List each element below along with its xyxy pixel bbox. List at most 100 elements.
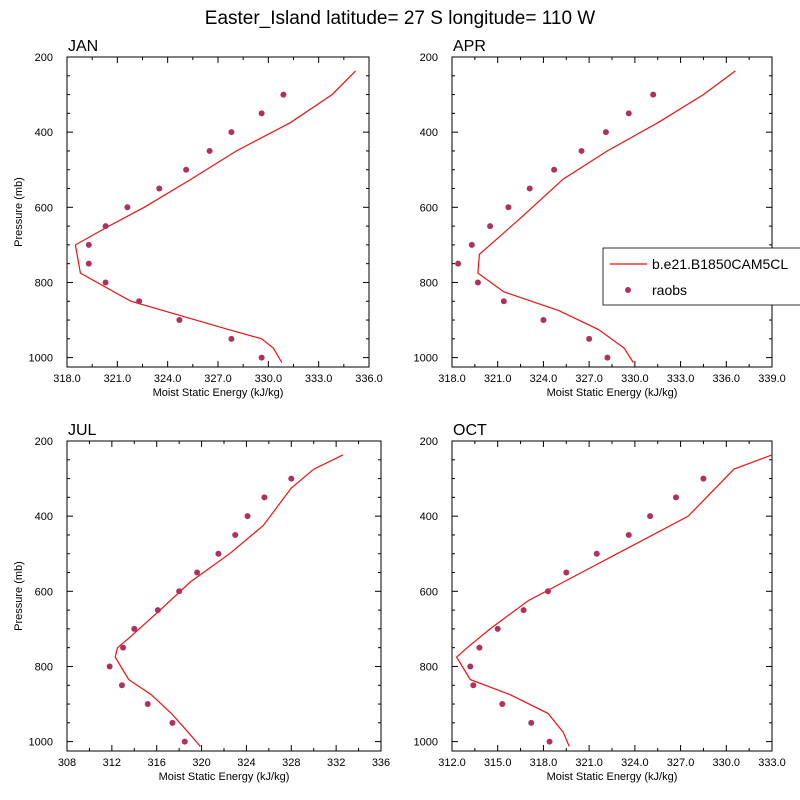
obs-data-point — [545, 588, 551, 595]
y-tick-label: 1000 — [414, 353, 438, 365]
obs-data-point — [625, 110, 632, 117]
obs-data-point — [700, 475, 707, 482]
obs-data-point — [228, 129, 235, 136]
x-tick-label: 320 — [192, 757, 210, 769]
x-tick-label: 327.0 — [575, 373, 603, 385]
x-tick-label: 333.0 — [758, 757, 786, 769]
x-tick-label: 332 — [327, 757, 345, 769]
obs-data-point — [85, 241, 92, 248]
x-tick-label: 312.0 — [438, 757, 466, 769]
model-series-line — [114, 454, 344, 747]
x-axis-label: Moist Static Energy (kJ/kg) — [153, 387, 284, 399]
y-tick-label: 600 — [420, 202, 438, 214]
obs-data-point — [526, 185, 533, 192]
y-tick-label: 800 — [420, 661, 438, 673]
x-tick-label: 333.0 — [305, 373, 333, 385]
obs-data-point — [604, 354, 611, 361]
obs-data-point — [176, 317, 183, 324]
y-tick-label: 800 — [35, 661, 53, 673]
panel-jan: JAN 318.0 321.0 324.0 327.0 330.0 333.0 336.0 20… — [13, 38, 383, 399]
figure-title: Easter_Island latitude= 27 S longitude= … — [205, 8, 596, 29]
obs-data-point — [476, 644, 483, 651]
y-tick-label: 200 — [35, 436, 53, 448]
obs-data-point — [468, 241, 475, 248]
x-tick-label: 330.0 — [621, 373, 649, 385]
obs-data-point — [258, 354, 265, 361]
obs-data-point — [520, 607, 527, 614]
x-tick-label: 316 — [148, 757, 166, 769]
legend-label-model: b.e21.B1850CAM5CL — [652, 256, 788, 272]
x-tick-label: 324.0 — [530, 373, 558, 385]
model-series-line — [477, 70, 736, 363]
obs-data-point — [593, 550, 600, 557]
obs-data-point — [258, 110, 265, 117]
obs-data-point — [586, 335, 593, 342]
model-series-line — [74, 70, 357, 363]
panel-apr: APR 318.0 321.0 324.0 327.0 330.0 333.0 336.0 33… — [414, 38, 786, 399]
obs-data-point — [181, 738, 188, 745]
obs-data-point — [528, 719, 535, 726]
obs-data-point — [261, 494, 268, 501]
y-axis-label: Pressure (mb) — [13, 561, 25, 631]
x-tick-label: 330.0 — [713, 757, 741, 769]
obs-data-point — [650, 91, 657, 98]
x-tick-label: 308 — [58, 757, 76, 769]
obs-data-point — [673, 494, 679, 501]
x-tick-label: 321.0 — [104, 373, 132, 385]
obs-data-point — [120, 644, 127, 651]
y-tick-label: 1000 — [29, 737, 53, 749]
obs-data-point — [183, 166, 190, 173]
obs-data-point — [136, 298, 143, 305]
plot-frame — [451, 56, 773, 368]
x-tick-label: 324.0 — [154, 373, 182, 385]
x-axis-label: Moist Static Energy (kJ/kg) — [547, 387, 678, 399]
obs-data-point — [228, 335, 235, 342]
legend-box — [602, 247, 800, 306]
obs-data-point — [602, 129, 609, 136]
obs-data-point — [500, 298, 507, 305]
y-tick-label: 800 — [420, 277, 438, 289]
model-series-line — [455, 454, 773, 747]
y-tick-label: 400 — [420, 127, 438, 139]
y-tick-label: 400 — [35, 127, 53, 139]
obs-data-point — [176, 588, 183, 595]
y-axis-label: Pressure (mb) — [13, 177, 25, 247]
x-tick-label: 328 — [282, 757, 300, 769]
panel-title: OCT — [453, 422, 487, 439]
plot-frame — [66, 440, 382, 752]
obs-data-point — [546, 738, 553, 745]
y-tick-label: 200 — [420, 436, 438, 448]
obs-data-point — [551, 166, 558, 173]
obs-data-point — [563, 569, 570, 576]
y-tick-label: 1000 — [414, 737, 438, 749]
legend: b.e21.B1850CAM5CL raobs — [602, 247, 800, 306]
x-tick-label: 327.0 — [667, 757, 695, 769]
x-tick-label: 318.0 — [530, 757, 558, 769]
obs-data-point — [102, 279, 109, 286]
panel-title: APR — [453, 38, 486, 55]
obs-data-point — [169, 719, 176, 726]
obs-data-point — [102, 223, 109, 230]
y-tick-label: 600 — [420, 586, 438, 598]
obs-data-point — [625, 531, 632, 538]
x-tick-label: 312 — [103, 757, 121, 769]
obs-data-point — [280, 91, 287, 98]
x-tick-label: 318.0 — [438, 373, 466, 385]
x-tick-label: 339.0 — [758, 373, 786, 385]
obs-data-point — [144, 701, 151, 708]
x-tick-label: 321.0 — [484, 373, 512, 385]
panel-title: JAN — [68, 38, 98, 55]
panel-jul: JUL 308 312 316 320 324 328 332 336 200 400 600 800 1… — [13, 422, 390, 783]
obs-data-point — [288, 475, 295, 482]
y-tick-label: 600 — [35, 202, 53, 214]
obs-data-point — [494, 625, 501, 632]
obs-data-point — [467, 663, 474, 670]
panel-oct: OCT 312.0 315.0 318.0 321.0 324.0 327.0 330.0 33… — [414, 422, 786, 783]
plot-frame — [66, 56, 370, 368]
obs-data-point — [85, 260, 92, 267]
y-tick-label: 600 — [35, 586, 53, 598]
obs-data-point — [194, 569, 201, 576]
y-tick-label: 400 — [35, 511, 53, 523]
panels: JAN 318.0 321.0 324.0 327.0 330.0 333.0 336.0 20… — [13, 38, 786, 783]
